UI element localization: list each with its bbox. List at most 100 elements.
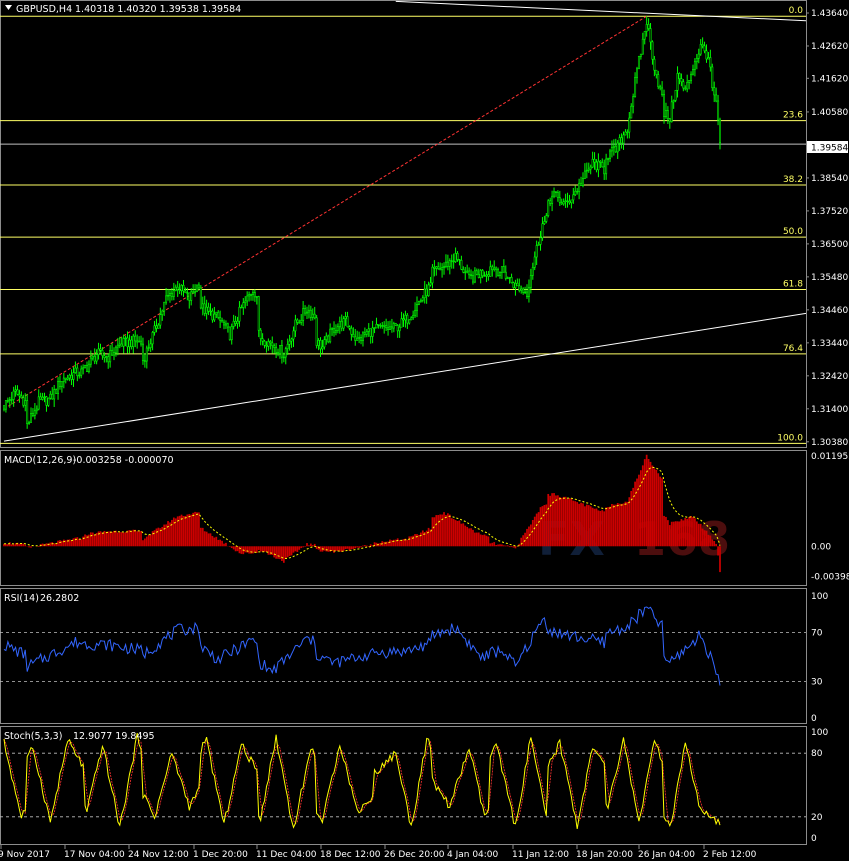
candle-body xyxy=(217,311,220,318)
candle-body xyxy=(30,413,32,423)
candle-body xyxy=(68,374,71,379)
candle-body xyxy=(342,318,345,329)
candle-body xyxy=(8,399,11,401)
candle-body xyxy=(692,69,694,75)
date-tick-label: 9 Nov 2017 xyxy=(0,850,50,860)
candle-body xyxy=(290,338,293,342)
rsi-tick-label: 30 xyxy=(811,677,823,687)
fib-label-61-8: 61.8 xyxy=(783,279,803,289)
candle-body xyxy=(657,74,660,88)
candle-body xyxy=(433,266,436,269)
candle-body xyxy=(155,325,158,329)
candle-body xyxy=(460,259,463,270)
candle-body xyxy=(497,269,500,276)
candle-body xyxy=(292,330,295,340)
candle-body xyxy=(551,195,554,204)
candle-body xyxy=(437,266,440,269)
candle-body xyxy=(279,345,281,354)
candle-body xyxy=(547,200,550,216)
price-pane-arrow-icon xyxy=(5,5,12,10)
fib-label-23-6: 23.6 xyxy=(783,111,803,121)
candle-body xyxy=(37,396,40,410)
fib-label-100-0: 100.0 xyxy=(777,433,803,443)
candle-body xyxy=(626,131,629,134)
macd-pane-frame xyxy=(0,450,807,586)
candle-body xyxy=(124,337,127,340)
candle-body xyxy=(655,69,658,75)
candle-body xyxy=(396,325,399,332)
candle-body xyxy=(294,319,297,332)
candle-body xyxy=(311,313,314,318)
candle-body xyxy=(607,158,610,160)
candle-body xyxy=(259,329,262,339)
candle-body xyxy=(168,292,171,296)
stoch-main-line xyxy=(3,733,721,829)
candle-body xyxy=(414,309,417,316)
candle-body xyxy=(116,344,119,348)
candle-body xyxy=(361,332,364,341)
candle-body xyxy=(612,145,615,148)
candle-body xyxy=(143,360,146,362)
candle-body xyxy=(219,317,222,321)
candle-body xyxy=(674,89,677,101)
candle-body xyxy=(122,338,125,347)
candle-body xyxy=(690,73,693,81)
candle-body xyxy=(197,284,200,289)
candle-body xyxy=(250,294,253,296)
macd-signal-line xyxy=(3,466,721,560)
price-tick-label: 1.41620 xyxy=(811,74,848,84)
candle-body xyxy=(707,57,710,60)
candle-body xyxy=(402,318,405,321)
candle-body xyxy=(76,367,79,377)
candle-body xyxy=(493,267,496,270)
candle-body xyxy=(508,276,511,279)
candle-body xyxy=(533,256,536,268)
candle-body xyxy=(597,160,600,171)
fib-label-76-4: 76.4 xyxy=(783,344,803,354)
candle-body xyxy=(207,306,210,312)
candle-body xyxy=(315,317,318,346)
candle-body xyxy=(717,100,720,121)
candle-body xyxy=(578,182,581,192)
candle-body xyxy=(560,202,563,205)
price-axis: 1.43640 1.42620 1.41620 1.40580 1.38540 1.375… xyxy=(806,9,848,448)
candle-body xyxy=(404,314,407,321)
rsi-line xyxy=(3,606,721,686)
candle-body xyxy=(114,346,117,353)
candle-body xyxy=(45,396,48,406)
candle-body xyxy=(435,266,438,269)
candle-body xyxy=(298,322,301,324)
candle-body xyxy=(431,266,434,284)
candle-body xyxy=(412,314,415,319)
candle-body xyxy=(323,339,326,348)
candle-body xyxy=(419,300,422,302)
candle-body xyxy=(240,306,243,309)
price-tick-label: 1.30380 xyxy=(811,438,848,448)
candle-body xyxy=(53,389,56,400)
candle-body xyxy=(406,314,409,324)
candle-body xyxy=(549,200,552,204)
date-axis: 9 Nov 2017 17 Nov 04:00 24 Nov 12:00 1 Dec … xyxy=(0,845,757,860)
candle-body xyxy=(580,182,583,187)
candle-body xyxy=(564,200,567,203)
candle-body xyxy=(570,199,573,204)
candle-body xyxy=(589,166,592,170)
candle-body xyxy=(78,374,81,377)
candle-body xyxy=(373,327,376,329)
candle-body xyxy=(300,319,303,323)
candle-body xyxy=(603,166,606,175)
candle-body xyxy=(709,57,712,68)
candle-body xyxy=(130,339,133,348)
candle-body xyxy=(518,285,521,291)
candle-body xyxy=(620,137,623,144)
candle-body xyxy=(516,282,519,287)
candle-body xyxy=(126,337,129,348)
fib-label-0-0: 0.0 xyxy=(789,6,804,16)
candle-body xyxy=(539,237,542,245)
candle-body xyxy=(441,267,444,271)
price-tick-label: 1.43640 xyxy=(811,9,848,19)
macd-indicator: 0.011953 0.00 -0.003982 xyxy=(3,452,849,582)
candle-body xyxy=(333,328,335,333)
candle-body xyxy=(275,347,278,353)
